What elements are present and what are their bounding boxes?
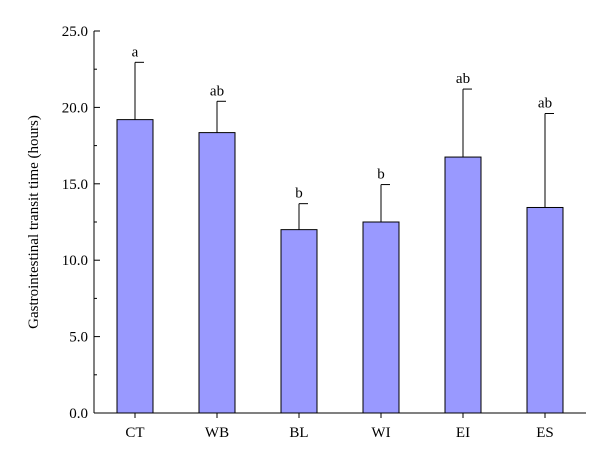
y-tick-label: 5.0 xyxy=(69,330,88,346)
y-ticks-group: 0.0 5.0 10.0 15.0 20.0 25.0 xyxy=(62,24,100,422)
significance-label-wi: b xyxy=(377,167,385,183)
bar-ei xyxy=(444,156,482,414)
bar-es xyxy=(526,206,564,414)
bar-wb xyxy=(198,132,236,414)
plot-area xyxy=(94,31,586,413)
error-bars-group xyxy=(134,61,554,230)
significance-label-ct: a xyxy=(132,44,139,60)
y-tick-label: 0.0 xyxy=(69,406,88,422)
y-tick-label: 10.0 xyxy=(62,253,88,269)
x-tick-label-wi: WI xyxy=(371,425,390,441)
x-ticks-group: CT WB BL WI EI ES xyxy=(125,413,554,441)
significance-label-ei: ab xyxy=(456,71,470,87)
significance-label-es: ab xyxy=(538,96,552,112)
y-tick-label: 25.0 xyxy=(62,24,88,40)
y-tick-label: 15.0 xyxy=(62,177,88,193)
significance-label-wb: ab xyxy=(210,83,224,99)
x-tick-label-es: ES xyxy=(536,425,554,441)
y-tick-label: 20.0 xyxy=(62,100,88,116)
y-axis-title: Gastrointestinal transit time (hours) xyxy=(26,115,42,329)
plot-background xyxy=(94,31,586,413)
x-tick-label-ct: CT xyxy=(125,425,144,441)
significance-label-bl: b xyxy=(295,186,303,202)
x-tick-label-bl: BL xyxy=(289,425,308,441)
bar-wi xyxy=(362,221,400,414)
bar-ct xyxy=(116,119,154,414)
x-tick-label-wb: WB xyxy=(205,425,229,441)
x-tick-label-ei: EI xyxy=(456,425,470,441)
significance-labels-group: a ab b b ab ab xyxy=(132,44,552,201)
bars-group xyxy=(116,119,564,414)
bar-bl xyxy=(280,229,318,414)
